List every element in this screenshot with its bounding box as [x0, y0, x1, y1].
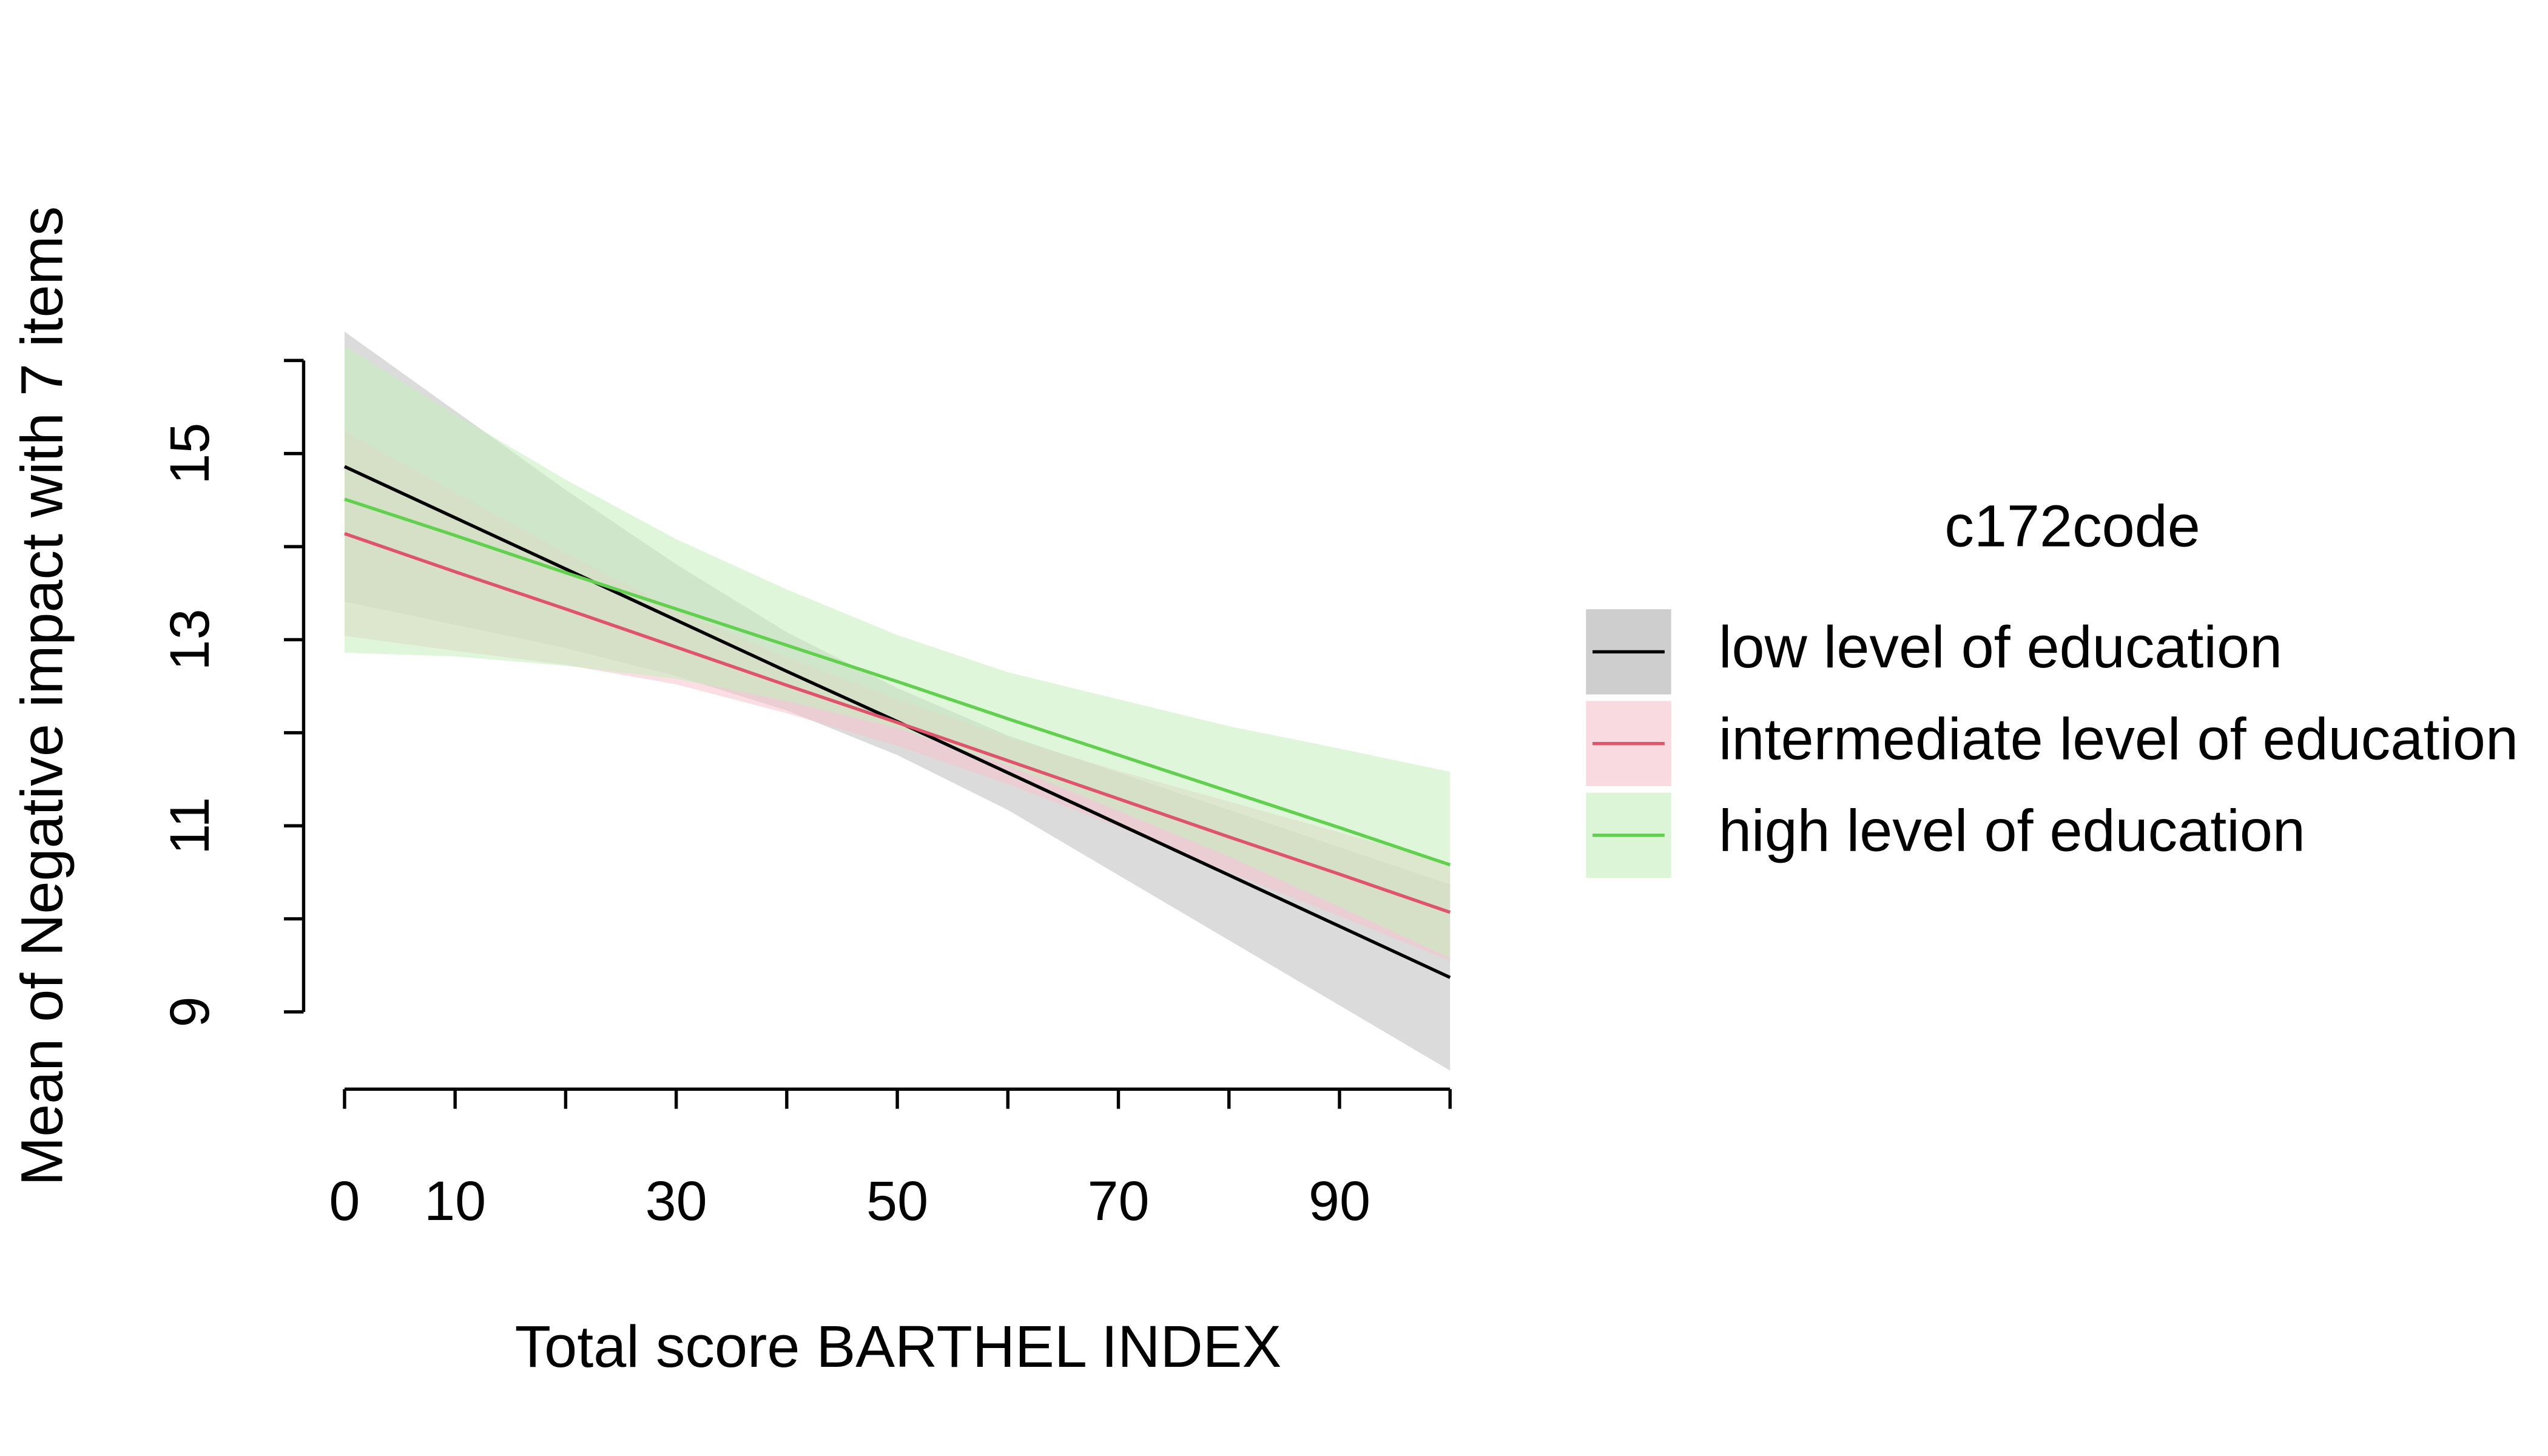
x-axis-title: Total score BARTHEL INDEX [515, 1313, 1282, 1380]
y-tick-label: 11 [159, 797, 221, 855]
x-tick-label: 30 [645, 1170, 707, 1232]
y-tick-label: 15 [159, 423, 221, 485]
y-axis-title: Mean of Negative impact with 7 items [8, 206, 75, 1186]
x-tick-label: 90 [1309, 1170, 1370, 1232]
x-tick-label: 0 [329, 1170, 360, 1232]
y-tick-label: 13 [159, 608, 221, 670]
legend-title: c172code [1944, 493, 2200, 559]
x-tick-label: 70 [1087, 1170, 1149, 1232]
x-tick-label: 10 [424, 1170, 486, 1232]
y-tick-label: 9 [159, 996, 221, 1027]
legend-label: high level of education [1719, 797, 2305, 863]
legend-label: low level of education [1719, 614, 2282, 680]
legend-label: intermediate level of education [1719, 706, 2518, 772]
series-line [344, 531, 1451, 914]
x-tick-label: 50 [866, 1170, 928, 1232]
confidence-band [344, 345, 1451, 958]
series-line [344, 497, 1451, 867]
